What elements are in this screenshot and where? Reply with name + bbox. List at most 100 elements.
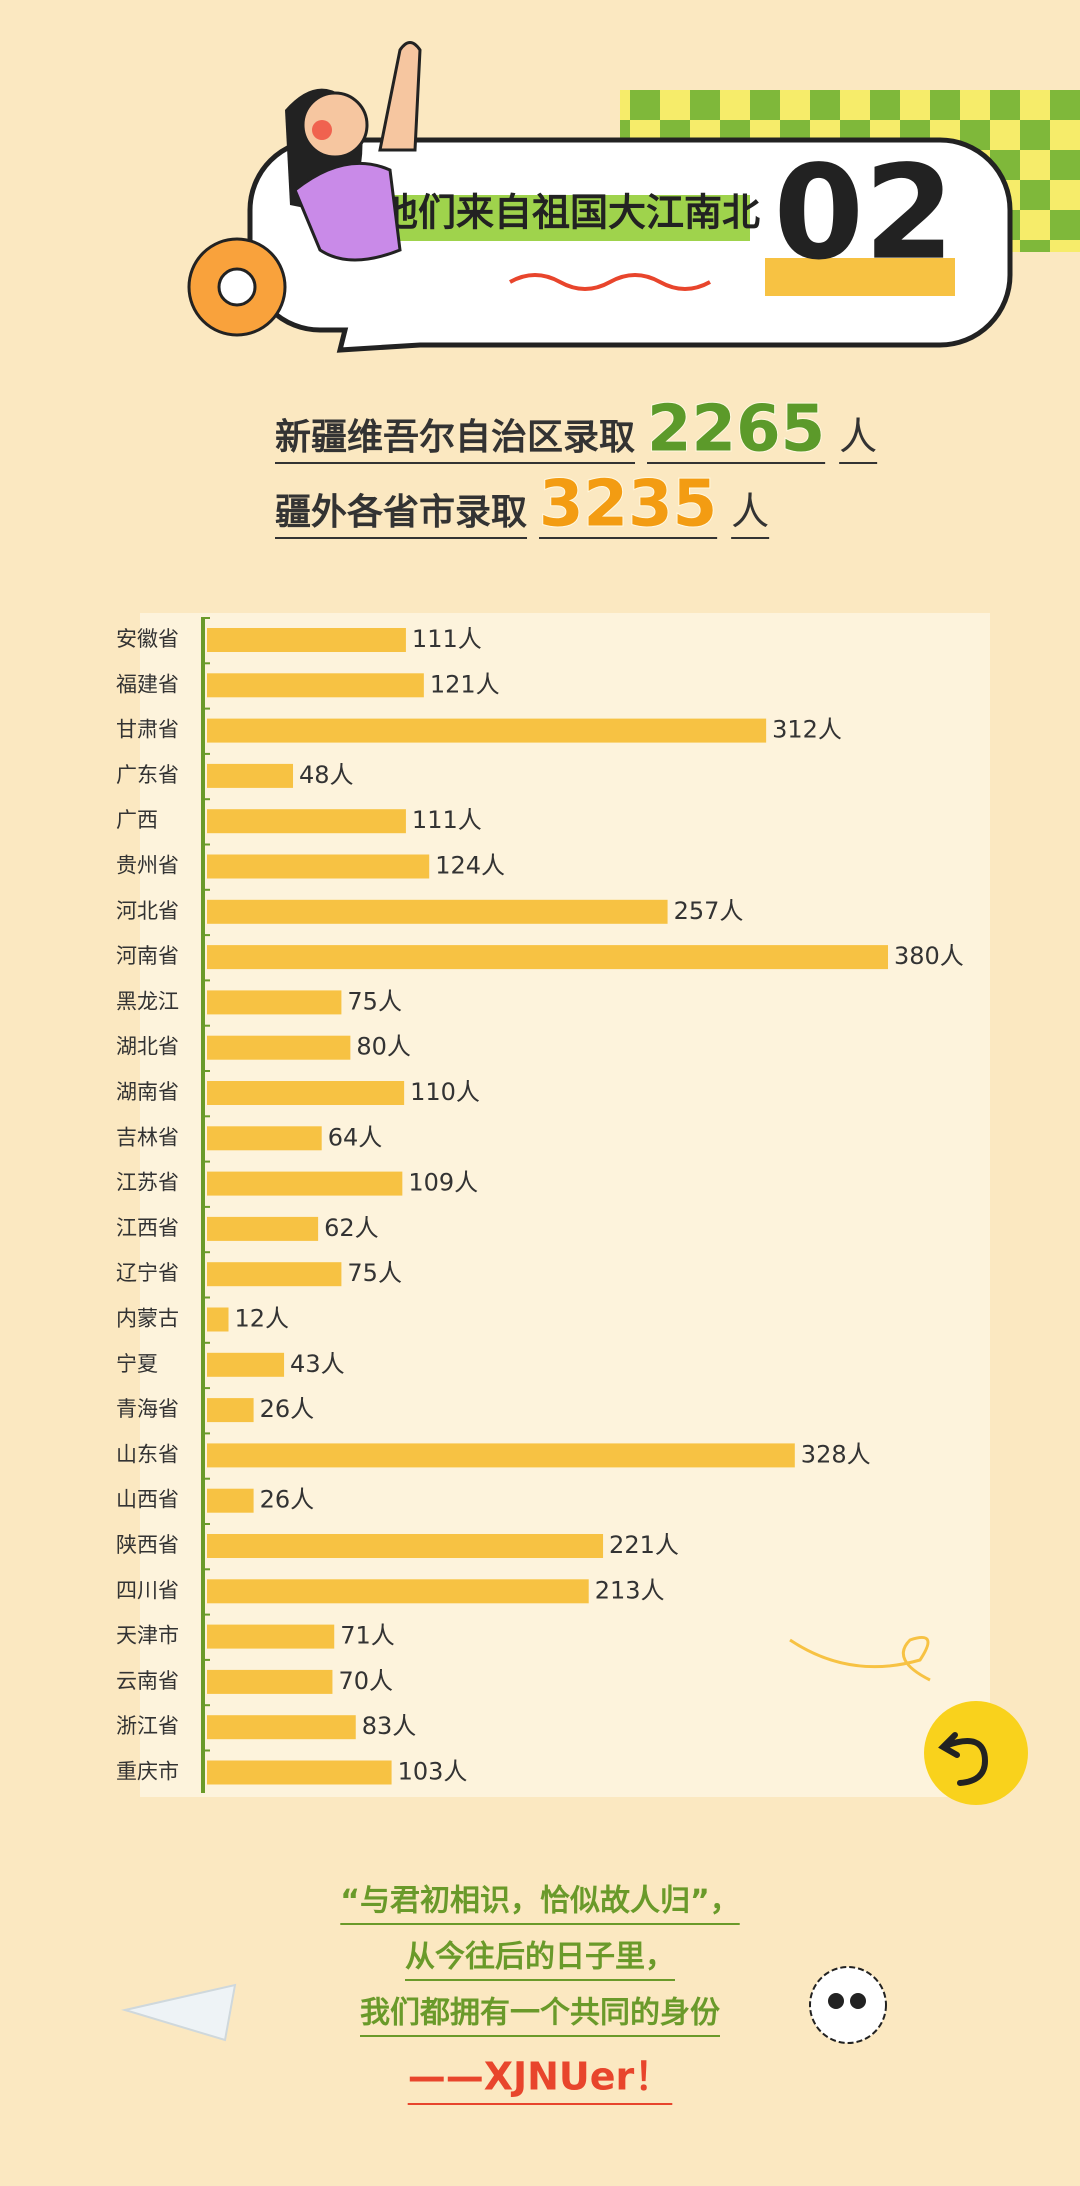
value-label: 26人 — [260, 1486, 315, 1514]
stat-unit: 人 — [731, 490, 769, 534]
title-highlight — [372, 195, 750, 241]
category-label: 山西省 — [116, 1488, 179, 1512]
value-label: 328人 — [801, 1440, 871, 1468]
bar — [207, 1035, 351, 1060]
category-label: 陕西省 — [116, 1533, 179, 1557]
category-label: 辽宁省 — [116, 1261, 179, 1285]
bar — [207, 1669, 333, 1694]
value-label: 75人 — [347, 1259, 402, 1287]
header-title: 他们来自祖国大江南北 — [379, 191, 760, 235]
value-label: 111人 — [412, 625, 482, 653]
category-label: 江苏省 — [116, 1171, 179, 1195]
category-label: 贵州省 — [116, 854, 179, 878]
spiky-face — [809, 1966, 887, 2044]
value-label: 380人 — [894, 942, 964, 970]
category-label: 河南省 — [116, 944, 179, 968]
category-label: 河北省 — [116, 899, 179, 923]
category-label: 甘肃省 — [116, 718, 179, 742]
stat-label: 新疆维吾尔自治区录取 — [275, 417, 635, 458]
bar — [207, 1307, 229, 1332]
value-label: 111人 — [412, 806, 482, 834]
chart-panel — [140, 613, 990, 1797]
speech-bubble — [247, 137, 1013, 353]
value-label: 26人 — [260, 1395, 315, 1423]
arrow-badge — [924, 1701, 1028, 1805]
bar — [207, 899, 668, 924]
bar — [207, 945, 888, 970]
value-label: 80人 — [356, 1033, 411, 1061]
category-label: 云南省 — [116, 1669, 179, 1693]
category-label: 安徽省 — [116, 627, 179, 651]
value-label: 48人 — [299, 761, 354, 789]
category-label: 吉林省 — [116, 1125, 179, 1149]
footer-signature: ——XJNUer！ — [408, 2055, 673, 2099]
category-label: 四川省 — [116, 1578, 179, 1602]
bar — [207, 1262, 342, 1287]
paper-plane — [121, 1983, 237, 2042]
bar — [207, 1534, 604, 1558]
arrow-icon — [938, 1732, 989, 1786]
value-label: 43人 — [290, 1350, 345, 1378]
bar — [207, 673, 424, 698]
wave-decor — [509, 273, 711, 291]
footer: “与君初相识，恰似故人归”， 从今往后的日子里， 我们都拥有一个共同的身份 ——XJN… — [340, 1884, 740, 2105]
category-label: 湖北省 — [116, 1035, 179, 1059]
value-label: 12人 — [235, 1305, 290, 1333]
category-label: 内蒙古 — [116, 1307, 179, 1331]
category-label: 宁夏 — [116, 1352, 158, 1376]
value-label: 124人 — [435, 852, 505, 880]
stat-label: 疆外各省市录取 — [275, 492, 527, 533]
stat-unit: 人 — [839, 415, 877, 459]
value-label: 110人 — [410, 1078, 480, 1106]
footer-line: “与君初相识，恰似故人归”， — [340, 1884, 739, 1919]
bar — [207, 1488, 254, 1513]
bar — [207, 1216, 319, 1241]
category-label: 湖南省 — [116, 1080, 179, 1104]
category-label: 山东省 — [116, 1442, 179, 1466]
bar — [207, 1624, 335, 1649]
value-label: 70人 — [338, 1667, 393, 1695]
category-label: 江西省 — [116, 1216, 179, 1240]
value-label: 312人 — [772, 716, 842, 744]
category-label: 天津市 — [116, 1624, 179, 1648]
value-label: 62人 — [324, 1214, 379, 1242]
value-label: 75人 — [347, 987, 402, 1015]
category-label: 福建省 — [116, 672, 179, 696]
bar — [207, 1398, 254, 1423]
value-label: 257人 — [674, 897, 744, 925]
bar — [207, 1579, 589, 1604]
stat-value: 3235 — [539, 468, 717, 542]
category-label: 青海省 — [116, 1397, 179, 1421]
flower-decor — [187, 237, 287, 337]
value-label: 121人 — [430, 670, 500, 698]
value-label: 213人 — [595, 1576, 665, 1604]
category-label: 浙江省 — [116, 1714, 179, 1738]
value-label: 71人 — [340, 1622, 395, 1650]
girl-illustration — [285, 41, 422, 262]
footer-line: 我们都拥有一个共同的身份 — [360, 1996, 720, 2031]
bar — [207, 1760, 392, 1785]
category-label: 黑龙江 — [116, 989, 179, 1013]
value-label: 103人 — [398, 1758, 468, 1786]
bar — [207, 1081, 405, 1105]
category-label: 广东省 — [116, 763, 179, 787]
stat-value: 2265 — [647, 393, 825, 467]
bar — [207, 1171, 403, 1196]
value-label: 83人 — [362, 1712, 417, 1740]
bar — [207, 1352, 285, 1377]
bar — [207, 1715, 356, 1740]
bar — [207, 718, 767, 743]
header-number: 02 — [774, 137, 955, 289]
value-label: 109人 — [408, 1169, 478, 1197]
bar — [207, 1126, 322, 1151]
value-label: 64人 — [328, 1123, 383, 1151]
category-label: 重庆市 — [116, 1760, 179, 1784]
category-label: 广西 — [116, 808, 158, 832]
bar — [207, 854, 430, 879]
footer-line: 从今往后的日子里， — [405, 1940, 675, 1975]
bar — [207, 809, 406, 834]
